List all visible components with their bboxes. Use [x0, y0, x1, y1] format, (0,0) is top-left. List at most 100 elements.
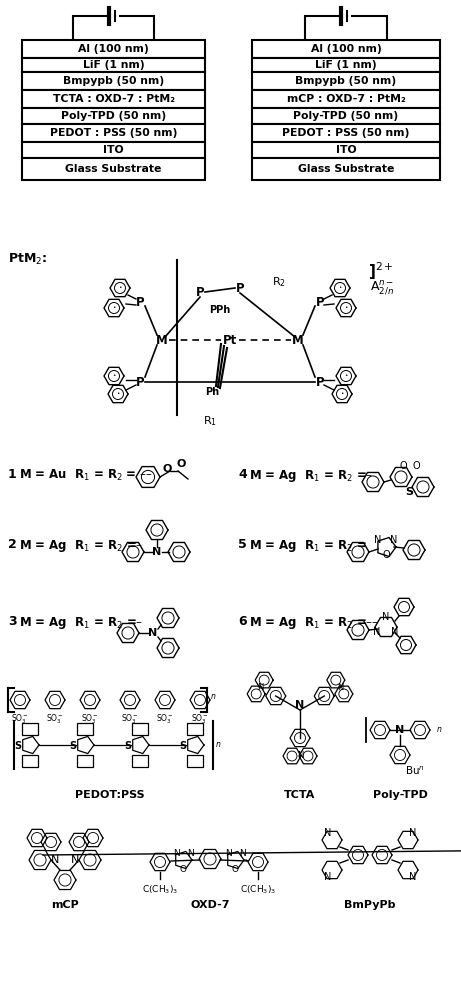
Text: SO$_3^-$: SO$_3^-$ [191, 713, 209, 726]
Text: SO$_3^-$: SO$_3^-$ [121, 713, 139, 726]
Text: Bmpypb (50 nm): Bmpypb (50 nm) [63, 76, 164, 86]
Text: N: N [257, 682, 263, 692]
Text: SO$_3^-$: SO$_3^-$ [81, 713, 99, 726]
Text: S: S [405, 487, 413, 497]
Text: M = Ag  R$_1$ = R$_2$ =–: M = Ag R$_1$ = R$_2$ =– [19, 538, 143, 554]
Text: N: N [337, 682, 343, 692]
Text: M = Ag  R$_1$ = R$_2$ =–: M = Ag R$_1$ = R$_2$ =– [19, 615, 143, 631]
Text: R$_1$: R$_1$ [203, 414, 217, 428]
Text: •: • [112, 373, 116, 378]
Bar [22, 90, 205, 108]
Text: P: P [195, 286, 204, 298]
Text: A$^{n-}_{2/n}$: A$^{n-}_{2/n}$ [370, 280, 394, 297]
Text: N: N [390, 535, 398, 545]
Text: LiF (1 nm): LiF (1 nm) [83, 60, 144, 70]
Text: N: N [225, 848, 231, 857]
Text: N: N [148, 628, 158, 638]
Bar [22, 124, 205, 142]
Text: Glass Substrate: Glass Substrate [298, 164, 394, 174]
Bar [187, 755, 203, 767]
Text: •: • [344, 306, 348, 310]
Text: TCTA: TCTA [284, 790, 316, 800]
Text: $_n$: $_n$ [210, 692, 217, 702]
Bar [252, 142, 440, 158]
Bar [252, 58, 440, 72]
Text: •: • [340, 391, 344, 396]
Text: P: P [316, 296, 324, 308]
Text: ]$^{2+}$: ]$^{2+}$ [368, 260, 394, 282]
Text: 6: 6 [238, 615, 247, 628]
Text: •: • [344, 373, 348, 378]
Text: M: M [156, 334, 168, 347]
Text: N: N [409, 872, 417, 882]
Text: BmPyPb: BmPyPb [344, 900, 396, 910]
Bar [22, 58, 205, 72]
Bar [132, 755, 148, 767]
Bar [22, 158, 205, 180]
Text: $_n$: $_n$ [436, 725, 443, 735]
Text: 1: 1 [8, 468, 17, 481]
Bar [22, 108, 205, 124]
Text: Bu$^n$: Bu$^n$ [405, 765, 425, 777]
Text: Al (100 nm): Al (100 nm) [311, 44, 381, 54]
Text: O: O [231, 865, 238, 874]
Text: •: • [112, 306, 116, 310]
Text: 2: 2 [8, 538, 17, 551]
Text: •: • [338, 286, 342, 290]
Text: PEDOT : PSS (50 nm): PEDOT : PSS (50 nm) [282, 128, 410, 138]
Text: S: S [124, 741, 131, 751]
Bar [252, 72, 440, 90]
Text: M = Ag  R$_1$ = R$_2$ =––: M = Ag R$_1$ = R$_2$ =–– [249, 615, 379, 631]
Text: M: M [292, 334, 304, 347]
Text: Pt: Pt [223, 334, 237, 347]
Text: N: N [324, 828, 331, 838]
Text: Poly-TPD: Poly-TPD [372, 790, 427, 800]
Bar [252, 124, 440, 142]
Text: P: P [136, 296, 144, 308]
Text: P: P [136, 375, 144, 388]
Text: 3: 3 [8, 615, 17, 628]
Text: N: N [71, 855, 79, 865]
Text: N: N [172, 848, 179, 857]
Bar [22, 755, 38, 767]
Bar [252, 90, 440, 108]
Text: PEDOT : PSS (50 nm): PEDOT : PSS (50 nm) [50, 128, 177, 138]
Text: ITO: ITO [336, 145, 356, 155]
Text: OXD-7: OXD-7 [190, 900, 230, 910]
Text: M = Ag  R$_1$ = R$_2$ =–: M = Ag R$_1$ = R$_2$ =– [249, 468, 373, 484]
Text: Poly-TPD (50 nm): Poly-TPD (50 nm) [61, 111, 166, 121]
Text: SO$_3^-$: SO$_3^-$ [156, 713, 174, 726]
Text: SO$_3^-$: SO$_3^-$ [46, 713, 64, 726]
Text: N: N [373, 627, 381, 637]
Text: M = Au  R$_1$ = R$_2$ = ––: M = Au R$_1$ = R$_2$ = –– [19, 468, 153, 483]
Text: ITO: ITO [103, 145, 124, 155]
Bar [187, 723, 203, 735]
Text: O: O [179, 865, 187, 874]
Text: LiF (1 nm): LiF (1 nm) [315, 60, 377, 70]
Bar [22, 723, 38, 735]
Text: S: S [14, 741, 22, 751]
Text: N: N [409, 828, 417, 838]
Text: P: P [316, 375, 324, 388]
Text: N: N [51, 855, 59, 865]
Text: N: N [396, 725, 405, 735]
Text: Ph: Ph [205, 387, 219, 397]
Text: S: S [70, 741, 77, 751]
Bar [252, 158, 440, 180]
Bar [22, 40, 205, 58]
Text: SO$_3^-$: SO$_3^-$ [11, 713, 29, 726]
Text: S: S [179, 741, 187, 751]
Text: 4: 4 [238, 468, 247, 481]
Text: N: N [296, 700, 305, 710]
Text: PEDOT:PSS: PEDOT:PSS [75, 790, 145, 800]
Text: mCP : OXD-7 : PtM₂: mCP : OXD-7 : PtM₂ [287, 94, 405, 104]
Text: N: N [324, 872, 331, 882]
Text: •: • [116, 391, 120, 396]
Text: mCP: mCP [51, 900, 79, 910]
Text: PtM$_2$:: PtM$_2$: [8, 252, 47, 267]
Bar [77, 723, 93, 735]
Bar [252, 108, 440, 124]
Text: P: P [236, 282, 244, 294]
Text: Bmpypb (50 nm): Bmpypb (50 nm) [296, 76, 396, 86]
Text: M = Ag  R$_1$ = R$_2$ =: M = Ag R$_1$ = R$_2$ = [249, 538, 366, 554]
